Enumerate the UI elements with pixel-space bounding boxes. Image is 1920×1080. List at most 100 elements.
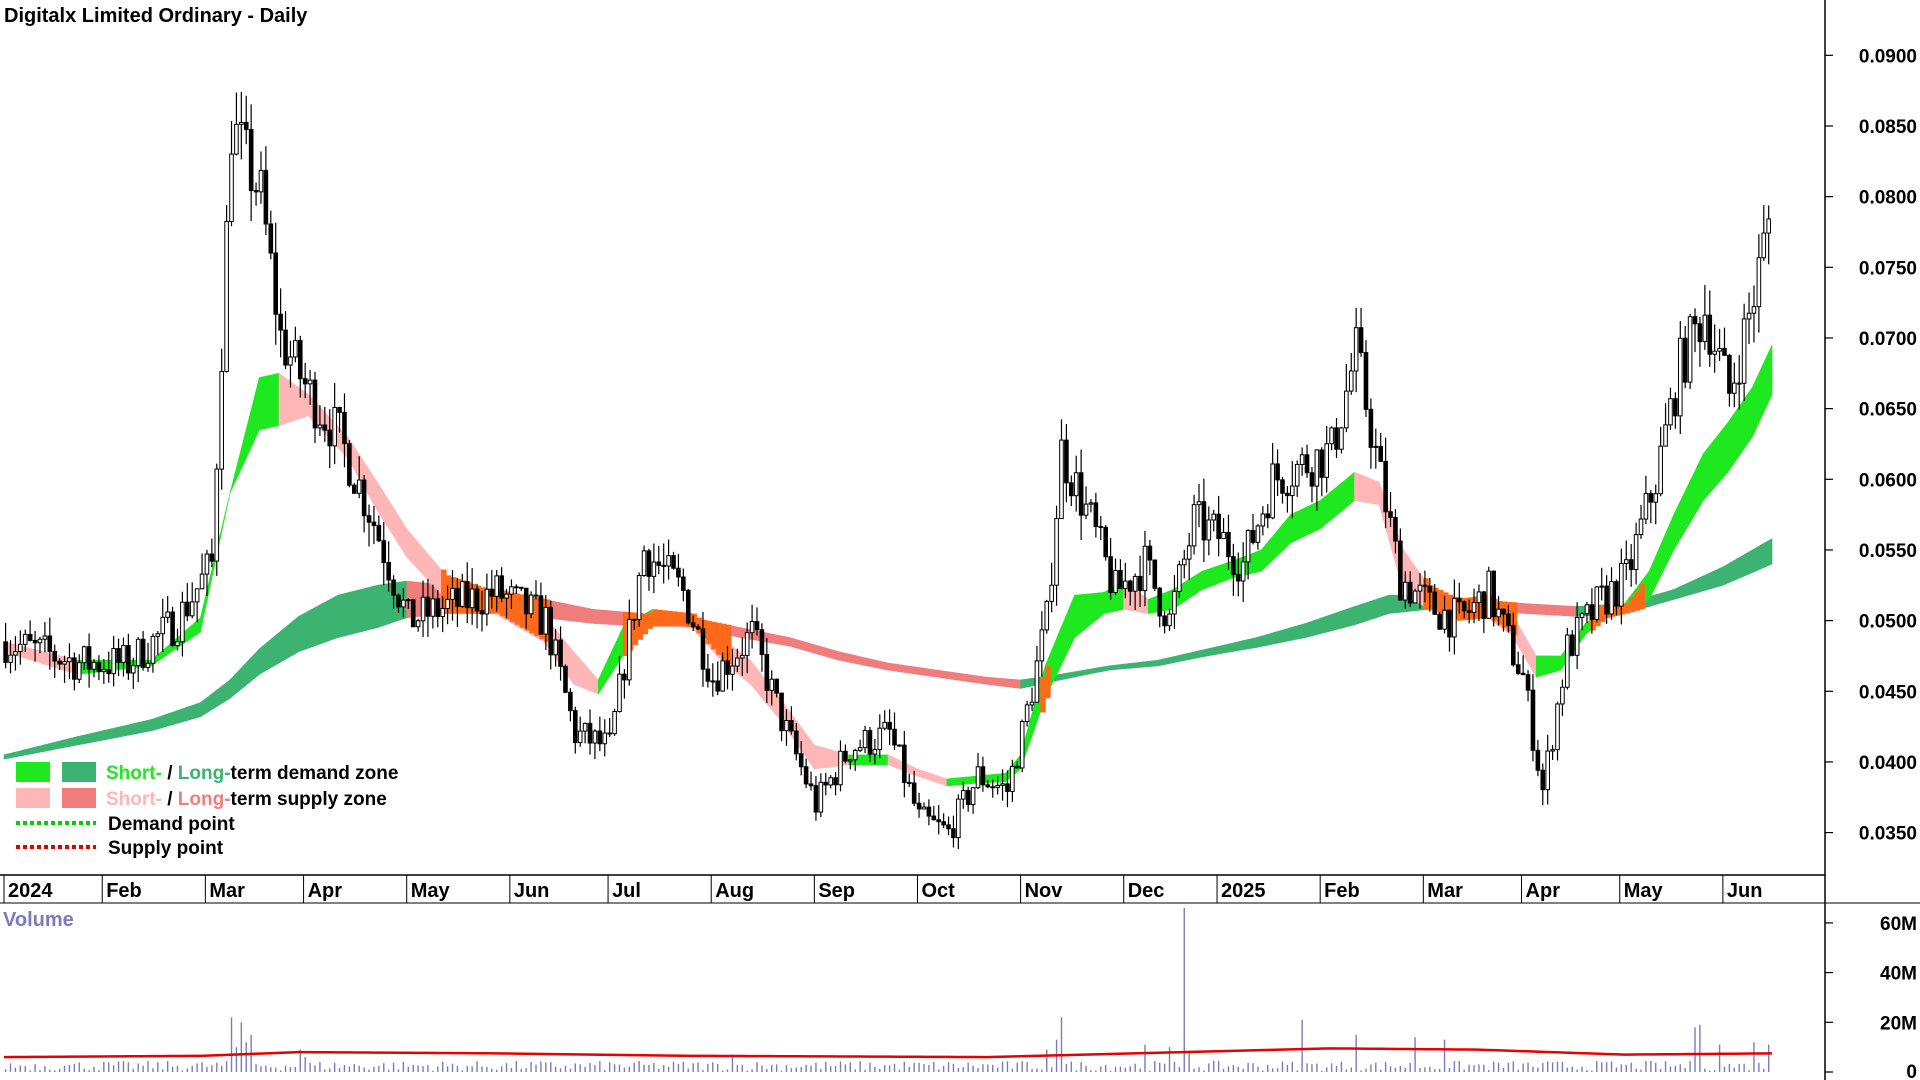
volume-tick-label: 60M <box>1880 914 1917 935</box>
short-band-segment <box>1698 453 1704 510</box>
long-band-segment <box>298 613 304 653</box>
short-band-segment <box>273 372 280 428</box>
short-band-segment <box>1702 446 1709 502</box>
candle <box>1736 355 1742 410</box>
short-band-segment <box>1545 655 1552 675</box>
candle <box>661 543 666 584</box>
candle <box>1481 591 1487 633</box>
candle <box>1162 611 1167 634</box>
short-band-segment <box>254 377 260 441</box>
date-tick-label: May <box>1624 880 1664 902</box>
candle <box>234 92 239 156</box>
candle <box>941 813 946 829</box>
long-band-segment <box>278 627 285 664</box>
candle <box>297 335 303 398</box>
candle <box>1555 701 1560 761</box>
candle <box>111 635 116 687</box>
short-band-segment <box>760 672 766 703</box>
long-band-segment <box>1069 671 1075 679</box>
long-band-segment <box>981 676 987 685</box>
long-band-segment <box>18 749 24 757</box>
long-band-segment <box>1570 605 1576 617</box>
candle <box>764 638 770 704</box>
short-band-segment <box>357 450 363 486</box>
candle <box>1501 608 1506 632</box>
candle <box>1383 437 1388 529</box>
candle <box>185 583 190 621</box>
candle <box>1265 504 1271 529</box>
short-band-segment <box>985 774 992 783</box>
long-band-segment <box>961 673 967 682</box>
candle <box>1309 467 1315 503</box>
short-band-segment <box>1251 551 1257 574</box>
short-band-segment <box>33 648 39 663</box>
date-tick-label: Oct <box>921 880 955 902</box>
candle <box>401 588 406 618</box>
candle <box>852 748 858 771</box>
short-band-segment <box>1324 491 1331 526</box>
price-tick-label: 0.0600 <box>1859 470 1917 491</box>
candle <box>96 655 102 681</box>
long-band-segment <box>858 655 864 666</box>
candle <box>1466 599 1472 624</box>
candle <box>406 598 411 609</box>
candle <box>145 642 151 672</box>
long-band-segment <box>1177 654 1183 663</box>
candle <box>1280 476 1285 504</box>
short-band-segment <box>858 754 864 766</box>
short-band-segment <box>1015 754 1021 774</box>
candle <box>1545 734 1550 805</box>
short-band-segment <box>224 493 231 517</box>
candle <box>278 288 283 358</box>
long-band-segment <box>1560 605 1567 617</box>
short-band-segment <box>1098 592 1105 619</box>
long-band-segment <box>101 729 108 741</box>
candle <box>366 504 372 547</box>
candle <box>612 708 617 736</box>
candle <box>268 210 274 260</box>
long-band-segment <box>13 750 20 758</box>
long-band-segment <box>1123 663 1129 670</box>
short-band-segment <box>1334 483 1341 518</box>
long-band-segment <box>1167 656 1174 665</box>
long-band-segment <box>308 607 314 649</box>
short-band-segment <box>1182 579 1188 604</box>
candle <box>1427 577 1433 612</box>
candle <box>1019 719 1025 773</box>
candle <box>1235 552 1241 597</box>
long-band-segment <box>1093 667 1100 674</box>
chart-title: Digitalx Limited Ordinary - Daily <box>4 5 308 27</box>
long-band-segment <box>995 677 1002 687</box>
overlap-segment <box>504 591 511 620</box>
short-band-segment <box>1555 655 1562 672</box>
long-band-segment <box>1098 666 1105 673</box>
short-band-segment <box>1359 473 1365 503</box>
candle <box>106 651 112 683</box>
candle <box>1682 325 1688 389</box>
long-band-segment <box>1702 573 1709 592</box>
short-band-segment <box>1005 766 1012 783</box>
long-band-segment <box>1025 678 1031 688</box>
candle <box>3 622 8 669</box>
long-band-segment <box>936 669 943 679</box>
long-band-segment <box>209 690 216 712</box>
candle <box>646 548 652 591</box>
short-band-segment <box>936 775 943 785</box>
candle <box>243 95 249 145</box>
candle <box>37 636 43 654</box>
long-band-segment <box>1300 623 1306 639</box>
candle <box>877 714 883 759</box>
short-band-segment <box>386 496 393 535</box>
candle <box>995 776 1000 795</box>
candle <box>1486 566 1492 619</box>
long-band-segment <box>1535 603 1542 615</box>
long-band-segment <box>1246 638 1252 650</box>
overlap-segment <box>1629 597 1636 613</box>
overlap-segment <box>671 611 678 627</box>
long-band-segment <box>818 645 825 657</box>
candle <box>1398 528 1403 601</box>
candle <box>710 663 716 697</box>
long-band-segment <box>887 662 894 672</box>
short-band-segment <box>1761 355 1768 416</box>
candle <box>739 637 745 676</box>
